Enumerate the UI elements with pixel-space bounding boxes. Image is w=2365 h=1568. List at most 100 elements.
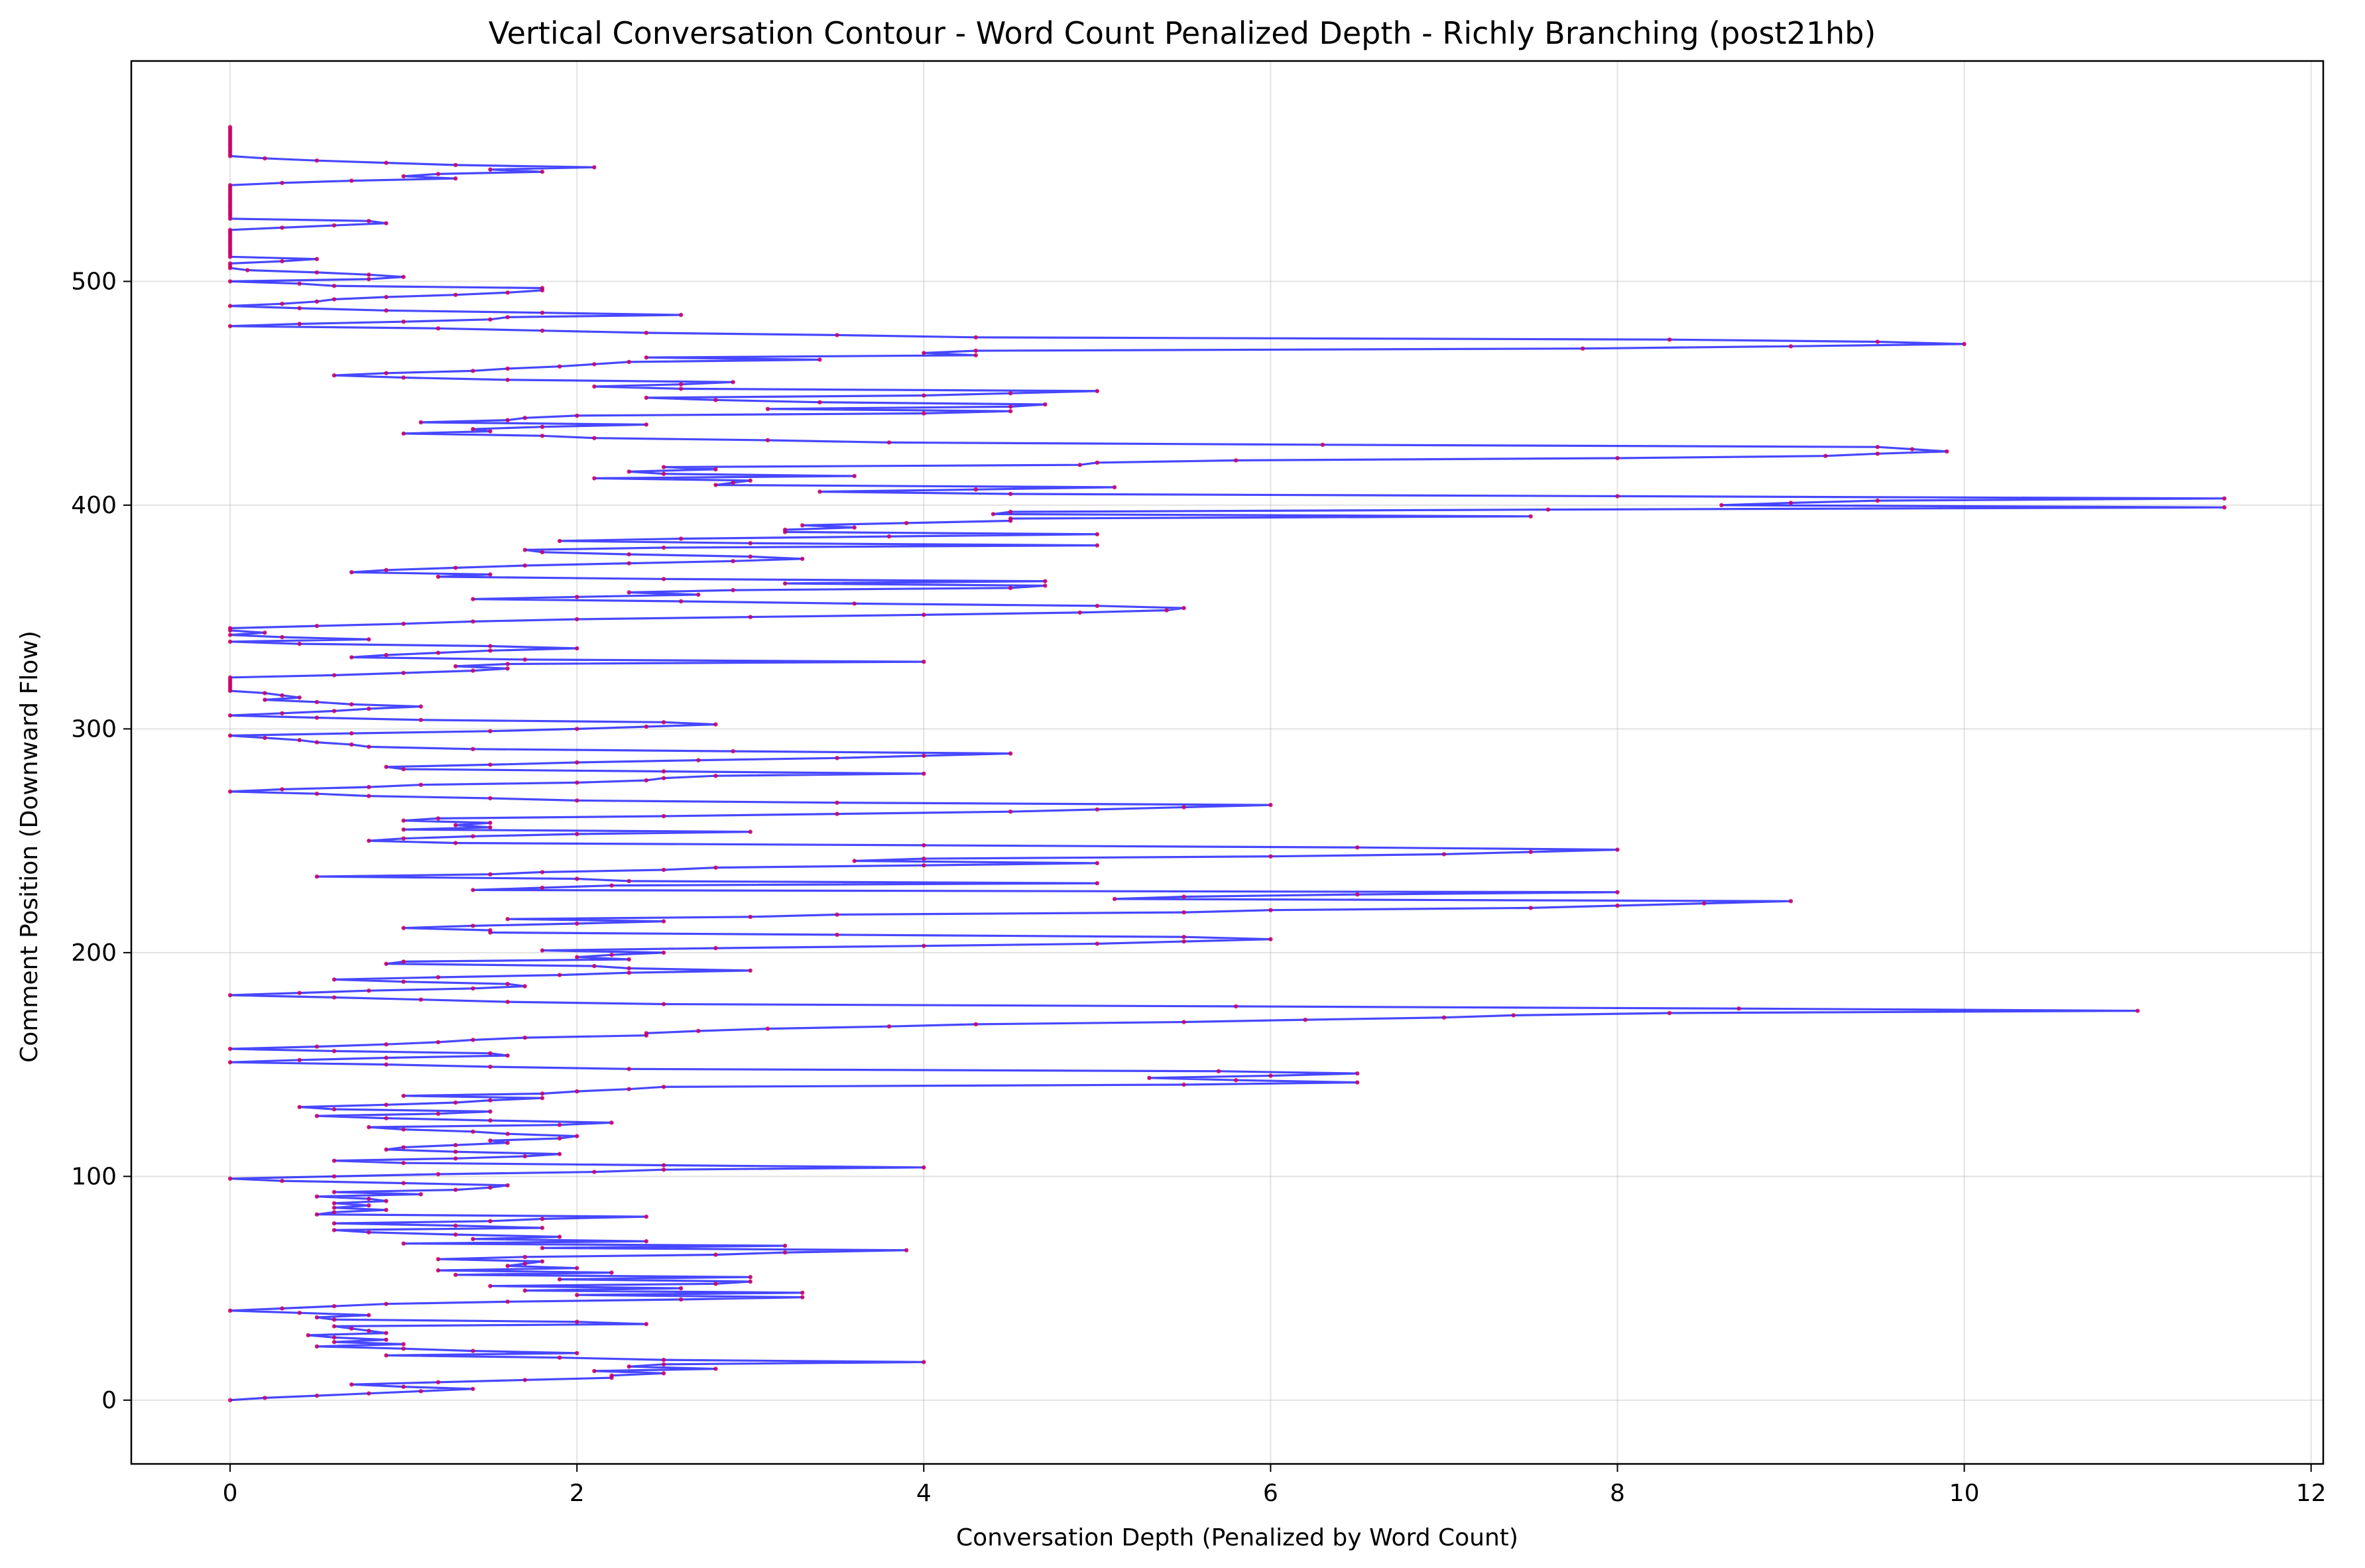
data-point [1788, 899, 1793, 904]
data-point [678, 536, 684, 541]
data-point [453, 1232, 458, 1237]
data-point [661, 1002, 666, 1006]
x-tick-label: 10 [1949, 1480, 1980, 1507]
data-point [540, 310, 545, 315]
data-point [488, 1138, 493, 1143]
data-point [1233, 1004, 1239, 1009]
data-point [401, 1181, 406, 1185]
data-point [401, 1347, 406, 1351]
data-point [488, 796, 493, 801]
data-point [332, 1205, 337, 1210]
data-point [557, 1277, 562, 1282]
data-point [332, 1174, 337, 1179]
data-point [297, 1311, 302, 1315]
data-point [314, 874, 320, 879]
data-point [627, 590, 631, 595]
data-point [1441, 1015, 1447, 1020]
data-point [713, 1282, 718, 1286]
data-point [922, 843, 926, 848]
data-point [471, 427, 475, 432]
data-point [661, 720, 666, 725]
data-point [575, 955, 579, 959]
data-point [540, 1217, 545, 1221]
data-point [471, 747, 475, 752]
data-point [2222, 496, 2227, 501]
data-point [227, 1176, 233, 1181]
data-point [332, 1201, 337, 1206]
data-point [575, 921, 579, 926]
data-point [297, 991, 302, 995]
data-point [661, 919, 666, 924]
data-point [401, 621, 406, 626]
data-point [1875, 452, 1880, 456]
data-point [227, 324, 233, 329]
data-point [384, 1353, 389, 1358]
data-point [713, 398, 718, 402]
data-point [782, 581, 788, 586]
data-point [418, 1389, 423, 1394]
data-point [713, 1366, 718, 1371]
data-point [436, 1111, 441, 1116]
data-point [557, 364, 562, 369]
data-point [696, 1028, 701, 1034]
x-tick-label: 2 [570, 1480, 585, 1507]
data-point [991, 512, 996, 516]
data-point [852, 525, 857, 530]
data-point [765, 1026, 770, 1031]
data-point [922, 393, 926, 398]
data-point [575, 727, 579, 731]
data-point [488, 1118, 493, 1123]
data-point [540, 286, 545, 290]
data-point [1077, 463, 1082, 467]
data-point [818, 400, 822, 404]
data-point [488, 1284, 493, 1288]
data-point [1736, 1006, 1741, 1011]
data-point [349, 1382, 354, 1387]
data-point [782, 1243, 788, 1248]
data-point [522, 1154, 527, 1159]
data-point [540, 434, 545, 438]
data-point [661, 471, 666, 476]
data-point [227, 626, 233, 631]
data-point [765, 406, 770, 411]
data-point [540, 870, 545, 874]
data-point [263, 1396, 267, 1400]
data-point [488, 644, 493, 648]
data-point [557, 1355, 562, 1360]
data-point [505, 377, 510, 383]
data-point [384, 1199, 389, 1203]
data-point [575, 595, 579, 599]
data-point [314, 257, 320, 261]
data-point [731, 749, 735, 754]
data-point [1182, 805, 1186, 810]
data-point [227, 279, 233, 284]
data-point [418, 704, 423, 709]
data-point [522, 984, 527, 989]
data-point [1182, 894, 1186, 899]
data-point [384, 1116, 389, 1120]
data-point [661, 776, 666, 780]
data-point [661, 1362, 666, 1366]
data-point [782, 1250, 788, 1255]
data-point [367, 1313, 371, 1317]
data-point [367, 1124, 371, 1130]
data-point [453, 1272, 458, 1278]
data-point [852, 473, 857, 479]
data-point [1615, 903, 1620, 908]
series-lines [229, 127, 2226, 1402]
data-point [488, 762, 493, 767]
data-point [922, 1360, 926, 1364]
data-point [1095, 881, 1100, 886]
data-point [453, 292, 458, 297]
data-point [627, 561, 631, 566]
data-point [609, 883, 614, 888]
data-point [627, 878, 631, 884]
data-point [401, 1384, 406, 1389]
data-point [644, 1031, 648, 1036]
data-point [661, 1163, 666, 1168]
data-point [401, 959, 406, 964]
data-point [886, 1024, 892, 1029]
data-point [401, 320, 406, 324]
data-point [332, 995, 337, 1000]
data-point [1303, 1017, 1307, 1022]
